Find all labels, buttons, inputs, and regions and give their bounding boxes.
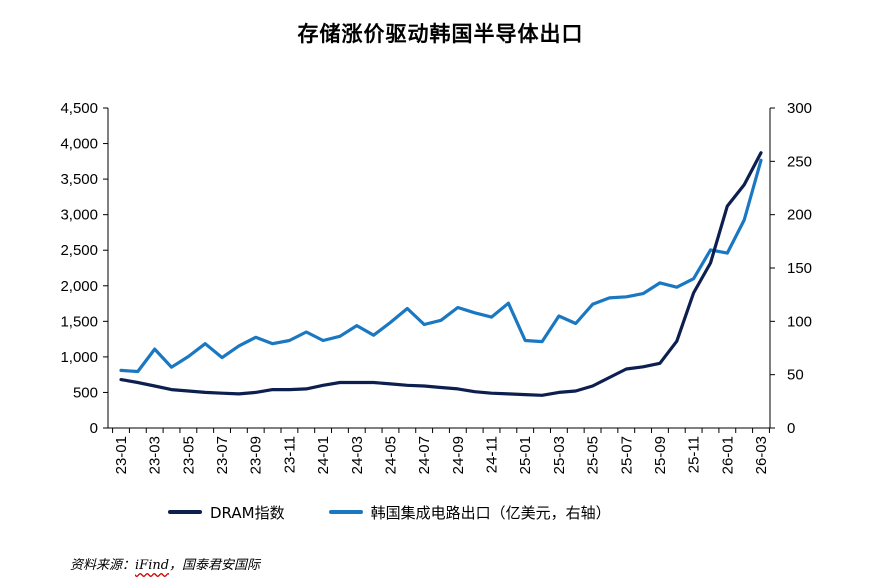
x-tick-label: 24-01 xyxy=(315,436,332,474)
x-tick-label: 24-09 xyxy=(450,436,467,474)
chart-title: 存储涨价驱动韩国半导体出口 xyxy=(297,21,584,46)
x-tick-label: 24-07 xyxy=(416,436,433,474)
source-suffix: ，国泰君安国际 xyxy=(169,558,261,573)
source-note: 资料来源：iFind，国泰君安国际 xyxy=(70,554,260,573)
chart-plot-area: 05001,0001,5002,0002,5003,0003,5004,0004… xyxy=(60,100,812,474)
x-tick-label: 24-11 xyxy=(484,436,501,473)
left-tick-label: 4,000 xyxy=(60,136,98,153)
x-tick-label: 25-03 xyxy=(551,436,568,474)
right-tick-label: 300 xyxy=(787,100,812,117)
left-tick-label: 1,500 xyxy=(60,313,98,330)
left-tick-label: 1,000 xyxy=(60,349,98,366)
left-tick-label: 3,000 xyxy=(60,207,98,224)
series-layer xyxy=(119,151,763,397)
left-tick-label: 500 xyxy=(73,384,98,401)
x-tick-label: 23-01 xyxy=(113,436,130,474)
x-tick-label: 25-01 xyxy=(517,436,534,474)
left-y-ticks: 0 500 1,000 1,500 2,000 2,500 3,000 3,500 4,000 4… xyxy=(60,100,108,437)
legend-label-ic-export: 韩国集成电路出口（亿美元，右轴） xyxy=(370,503,611,522)
legend: DRAM指数 韩国集成电路出口（亿美元，右轴） xyxy=(168,500,655,524)
left-tick-label: 2,500 xyxy=(60,242,98,259)
left-tick-label: 3,500 xyxy=(60,171,98,188)
left-tick-label: 0 xyxy=(90,420,98,437)
x-tick-label: 23-09 xyxy=(248,436,265,474)
left-tick-label: 2,000 xyxy=(60,278,98,295)
right-tick-label: 0 xyxy=(787,420,795,437)
legend-swatch-ic-export xyxy=(328,510,363,514)
series-line-dram xyxy=(119,151,763,397)
right-tick-label: 50 xyxy=(787,367,804,384)
x-tick-label: 25-05 xyxy=(585,436,602,474)
x-tick-label: 24-03 xyxy=(349,436,366,474)
x-tick-label: 26-01 xyxy=(719,436,736,474)
x-ticks: 23-01 23-03 23-05 23-07 23-09 23-11 24-01 24-03… xyxy=(112,428,770,474)
x-tick-label: 25-09 xyxy=(652,436,669,474)
x-tick-label: 24-05 xyxy=(382,436,399,474)
x-tick-label: 26-03 xyxy=(753,436,770,474)
legend-swatch-dram xyxy=(168,510,202,514)
legend-item-dram: DRAM指数 xyxy=(168,502,285,523)
right-tick-label: 200 xyxy=(787,207,812,224)
x-tick-label: 23-05 xyxy=(180,436,197,474)
series-line-ic-export xyxy=(119,158,763,374)
right-tick-label: 100 xyxy=(787,313,812,330)
x-tick-label: 23-11 xyxy=(281,436,298,473)
left-tick-label: 4,500 xyxy=(60,100,98,117)
source-prefix: 资料来源： xyxy=(70,558,136,573)
right-y-ticks: 0 50 100 150 200 250 300 xyxy=(770,100,812,437)
x-tick-label: 25-11 xyxy=(686,436,703,473)
right-tick-label: 250 xyxy=(787,153,812,170)
x-tick-label: 23-07 xyxy=(214,436,231,474)
legend-item-ic-export: 韩国集成电路出口（亿美元，右轴） xyxy=(328,502,611,523)
right-tick-label: 150 xyxy=(787,260,812,277)
x-tick-label: 25-07 xyxy=(618,436,635,474)
legend-label-dram: DRAM指数 xyxy=(210,503,285,522)
x-tick-label: 23-03 xyxy=(147,436,164,474)
source-brand: iFind xyxy=(135,558,170,573)
